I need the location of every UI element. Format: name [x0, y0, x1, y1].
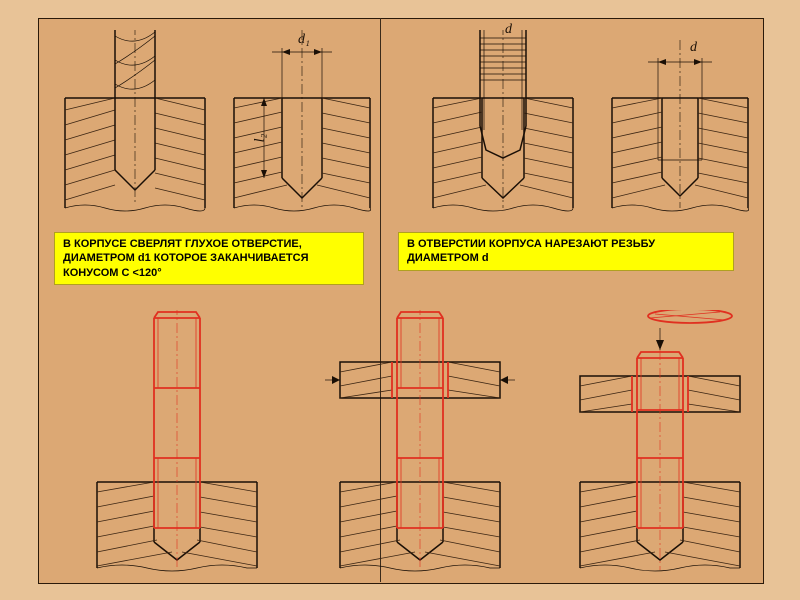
fig-stud-in-body — [92, 310, 262, 580]
fig-stud-with-part — [320, 310, 520, 580]
caption-left: В КОРПУСЕ СВЕРЛЯТ ГЛУХОЕ ОТВЕРСТИЕ, ДИАМ… — [54, 232, 364, 285]
fig-threaded-hole — [610, 30, 750, 220]
fig-drill-bit — [60, 30, 210, 220]
fig-blind-hole — [232, 30, 372, 220]
fig-tap-in-body — [428, 30, 578, 220]
fig-stud-with-washer — [560, 310, 760, 580]
caption-right: В ОТВЕРСТИИ КОРПУСА НАРЕЗАЮТ РЕЗЬБУ ДИАМ… — [398, 232, 734, 271]
